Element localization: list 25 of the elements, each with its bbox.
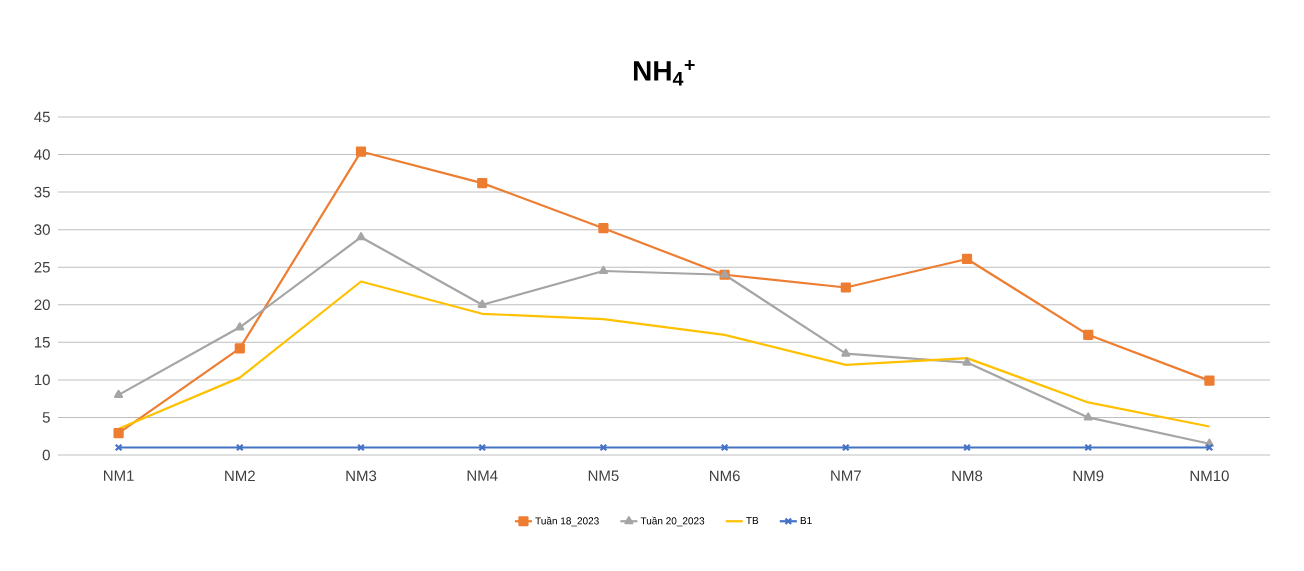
y-tick-label: 15 (34, 337, 50, 348)
x-tick-label: NM7 (831, 470, 861, 481)
x-tick-label: NM3 (346, 470, 377, 482)
chart-title: NH$_{4}$+ (633, 60, 695, 86)
x-tick-label: NM6 (710, 470, 740, 482)
y-tick-label: 35 (34, 186, 50, 198)
legend-label: TB (746, 517, 759, 524)
x-tick-label: NM1 (103, 470, 134, 481)
x-tick-label: NM9 (1073, 470, 1104, 482)
y-tick-label: 30 (34, 224, 50, 235)
y-tick-label: 5 (42, 412, 50, 423)
y-tick-label: 10 (34, 374, 50, 386)
y-tick-label: 0 (42, 449, 50, 461)
y-tick-label: 40 (34, 149, 50, 160)
legend-label: B1 (800, 517, 812, 524)
legend-label: Tuần 18_2023 (535, 516, 599, 527)
x-tick-label: NM2 (225, 470, 255, 482)
y-tick-label: 20 (34, 299, 50, 311)
x-tick-label: NM8 (952, 470, 983, 482)
y-tick-label: 45 (34, 111, 50, 123)
x-tick-label: NM5 (588, 470, 619, 481)
x-tick-label: NM4 (467, 470, 498, 481)
y-tick-label: 25 (34, 261, 50, 273)
x-tick-label: NM10 (1190, 470, 1229, 482)
legend-label: Tuần 20_2023 (640, 516, 705, 527)
